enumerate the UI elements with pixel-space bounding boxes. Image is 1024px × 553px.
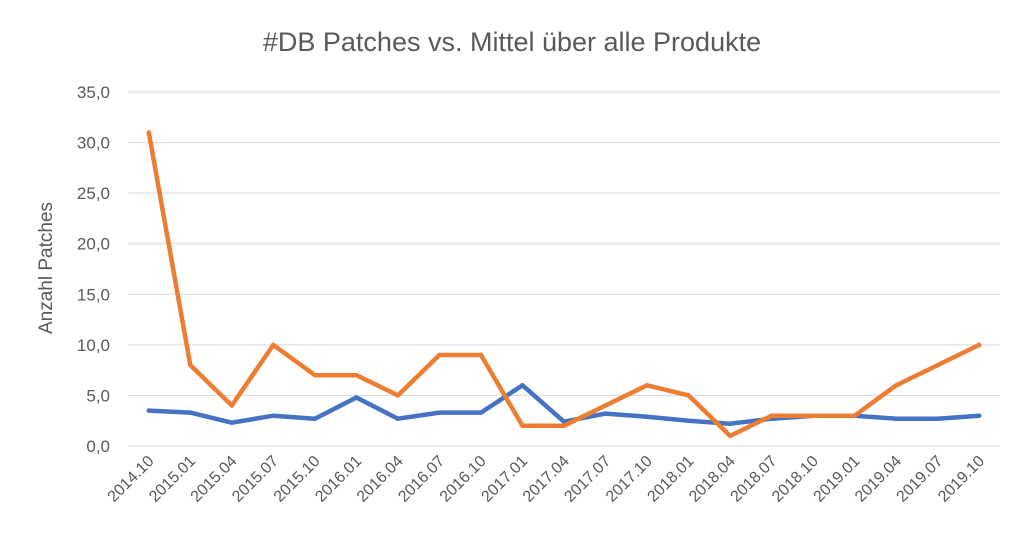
data-point	[229, 403, 235, 408]
data-point	[146, 408, 151, 413]
data-point	[644, 414, 650, 419]
data-point	[893, 416, 899, 421]
data-point	[686, 393, 691, 398]
y-axis-label: Anzahl Patches	[36, 202, 57, 334]
data-point	[935, 416, 940, 421]
y-tick-label: 30,0	[77, 134, 110, 153]
y-tick-label: 35,0	[77, 83, 110, 102]
data-point	[478, 352, 484, 358]
data-point	[686, 418, 691, 423]
data-point	[271, 413, 276, 418]
data-point	[893, 383, 899, 388]
data-point	[769, 413, 774, 418]
data-point	[312, 416, 318, 421]
data-point	[520, 423, 525, 428]
y-tick-label: 10,0	[77, 336, 110, 355]
data-point	[188, 410, 193, 415]
data-point	[437, 352, 442, 358]
data-point	[146, 130, 151, 135]
x-tick-label: 2019.10	[935, 453, 988, 506]
data-point	[229, 420, 235, 425]
series-lines	[146, 130, 982, 439]
data-point	[810, 413, 816, 418]
data-point	[727, 433, 733, 439]
data-point	[852, 413, 857, 418]
data-point	[395, 416, 401, 421]
gridlines	[128, 91, 1000, 447]
y-tick-label: 15,0	[77, 285, 110, 304]
data-point	[603, 411, 608, 416]
data-point	[271, 342, 276, 348]
y-tick-label: 25,0	[77, 184, 110, 203]
data-point	[977, 342, 982, 348]
data-point	[935, 362, 940, 368]
data-point	[603, 403, 608, 408]
data-point	[354, 373, 359, 378]
data-point	[561, 423, 567, 428]
data-point	[354, 395, 359, 400]
data-point	[520, 383, 525, 388]
data-point	[977, 413, 982, 418]
data-point	[644, 383, 650, 388]
data-point	[478, 410, 484, 415]
data-point	[437, 410, 442, 415]
data-point	[395, 393, 401, 398]
y-tick-label: 0,0	[86, 437, 110, 456]
x-axis-ticks: 2014.102015.012015.042015.072015.102016.…	[105, 453, 988, 506]
chart-title: #DB Patches vs. Mittel über alle Produkt…	[263, 27, 761, 57]
data-point	[188, 362, 193, 368]
y-tick-label: 5,0	[86, 386, 110, 405]
y-axis-ticks: 0,0 5,0 10,0 15,0 20,0 25,0 30,0 35,0	[77, 83, 110, 456]
y-tick-label: 20,0	[77, 235, 110, 254]
data-point	[727, 421, 733, 426]
series-line-2	[146, 130, 982, 439]
data-point	[312, 373, 318, 378]
